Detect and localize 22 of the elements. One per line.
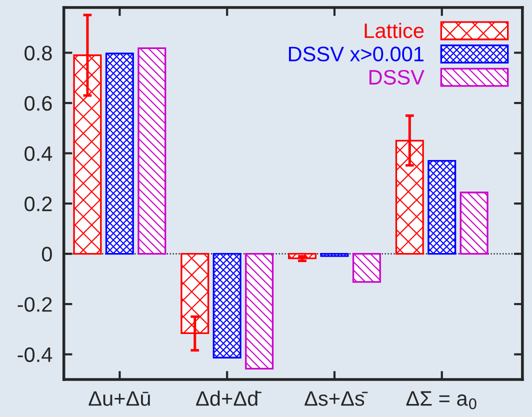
bar	[245, 252, 274, 370]
y-tick-label: 0.4	[24, 146, 52, 162]
y-tick-label: 0	[42, 246, 52, 262]
x-tick-label: Δu+Δū	[88, 391, 150, 406]
legend-label: DSSV	[369, 70, 424, 85]
y-tick-label: 0.8	[24, 46, 52, 60]
legend-label: DSSV x>0.001	[288, 46, 424, 62]
bar	[105, 52, 134, 255]
bar	[428, 160, 456, 255]
y-tick-label: -0.4	[18, 347, 52, 362]
y-tick-label: -0.2	[18, 297, 52, 312]
x-tick-label: Δd+Δd̄	[196, 390, 262, 406]
x-tick-label: Δs+Δs̄	[304, 391, 368, 406]
bar	[460, 192, 488, 255]
bar	[212, 252, 242, 358]
bar	[138, 47, 166, 255]
legend-label: Lattice	[364, 22, 424, 38]
y-tick-label: 0.6	[24, 96, 52, 111]
bar	[352, 252, 381, 283]
y-tick-label: 0.2	[24, 196, 52, 212]
x-tick-label: ΔΣ = a$_{0}$	[406, 391, 476, 410]
bar	[320, 252, 349, 257]
